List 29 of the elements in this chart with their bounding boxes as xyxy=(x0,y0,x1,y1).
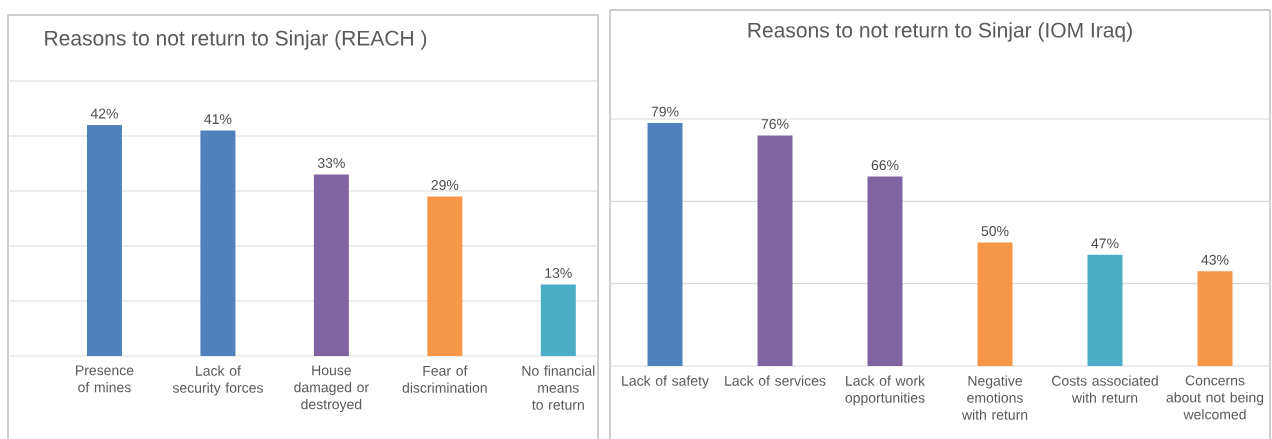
x-tick-label: Costs associated with return xyxy=(1052,375,1158,403)
x-tick-label: House damaged or destroyed xyxy=(294,365,369,413)
data-label: 76% xyxy=(761,119,789,129)
x-tick-label: Negative emotions with return xyxy=(961,375,1028,420)
data-label: 43% xyxy=(1201,254,1229,265)
data-label: 42% xyxy=(90,108,118,119)
bar xyxy=(427,196,463,356)
bar xyxy=(86,124,122,356)
bar xyxy=(540,284,576,356)
bar xyxy=(313,174,349,356)
data-label: 33% xyxy=(317,158,345,168)
x-tick-label: Lack of safety xyxy=(622,375,709,389)
x-tick-label: Lack of work opportunities xyxy=(845,375,926,406)
chart-title: Reasons to not return to Sinjar (IOM Iraq) xyxy=(748,22,1132,42)
data-label: 66% xyxy=(871,160,899,171)
x-tick-label: Concerns about not being welcomed xyxy=(1166,375,1264,420)
bar xyxy=(200,130,236,356)
x-tick-label: Presence of mines xyxy=(76,365,134,393)
data-label: 47% xyxy=(1091,238,1119,249)
data-label: 13% xyxy=(545,268,572,278)
chart-title: Reasons to not return to Sinjar (REACH ) xyxy=(45,30,427,50)
x-tick-label: Fear of discrimination xyxy=(402,365,487,393)
data-label: 41% xyxy=(204,114,232,124)
x-tick-label: No financial means to return xyxy=(522,365,595,410)
x-tick-label: Lack of security forces xyxy=(172,365,263,396)
data-label: 29% xyxy=(431,180,459,190)
x-tick-label: Lack of services xyxy=(725,375,826,386)
data-label: 79% xyxy=(651,106,679,117)
data-label: 50% xyxy=(981,226,1009,236)
